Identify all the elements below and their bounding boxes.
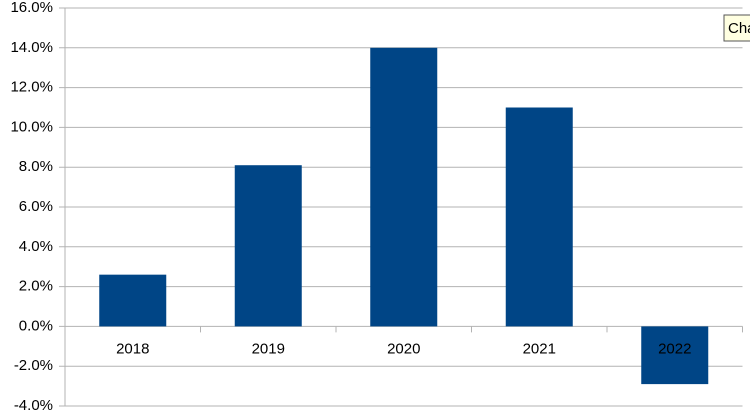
- y-tick-label: -2.0%: [14, 357, 53, 374]
- bar: [505, 107, 573, 327]
- x-tick-label: 2018: [116, 340, 149, 357]
- y-tick-label: 2.0%: [19, 278, 53, 295]
- bar: [99, 274, 167, 327]
- tooltip-box: [723, 14, 750, 42]
- y-tick-label: 16.0%: [10, 0, 53, 16]
- y-tick-label: 6.0%: [19, 198, 53, 215]
- y-tick-label: 8.0%: [19, 158, 53, 175]
- x-tick-label: 2019: [252, 340, 285, 357]
- x-tick-label: 2021: [523, 340, 556, 357]
- x-tick-label: 2022: [658, 340, 691, 357]
- y-tick-label: 12.0%: [10, 79, 53, 96]
- y-tick-label: 4.0%: [19, 238, 53, 255]
- y-tick-label: 14.0%: [10, 39, 53, 56]
- y-tick-label: 10.0%: [10, 118, 53, 135]
- tooltip-text: Cha: [728, 20, 750, 37]
- y-tick-label: -4.0%: [14, 397, 53, 414]
- y-tick-label: 0.0%: [19, 317, 53, 334]
- x-tick-label: 2020: [387, 340, 420, 357]
- bar: [370, 47, 438, 327]
- bar: [641, 326, 709, 385]
- bar: [234, 165, 302, 327]
